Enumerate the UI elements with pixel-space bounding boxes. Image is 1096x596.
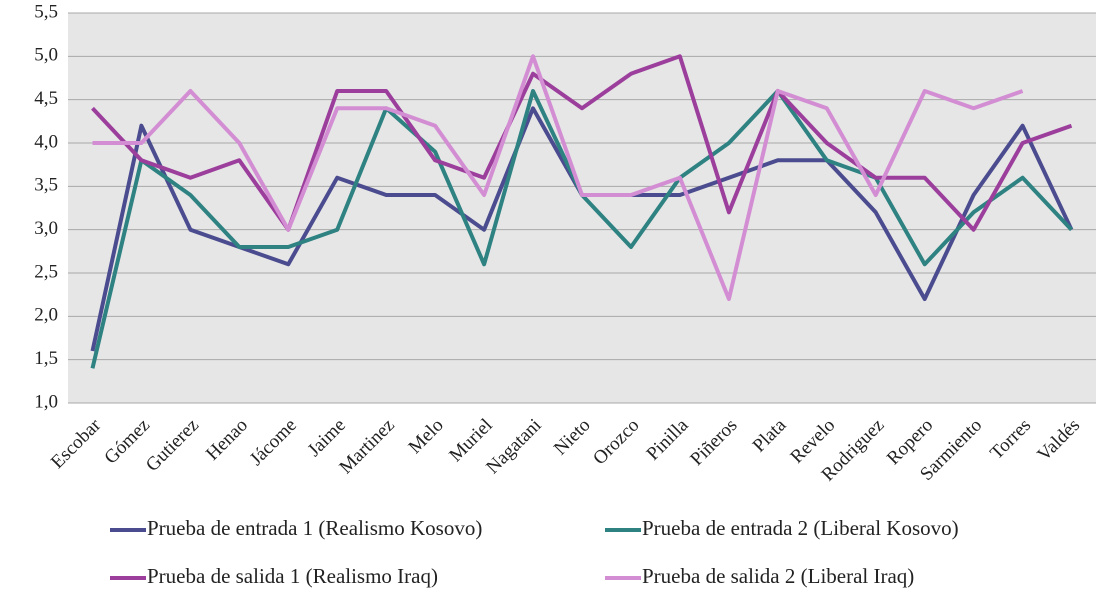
x-tick-label: Escobar	[47, 414, 106, 473]
y-tick-label: 2,0	[34, 305, 58, 326]
x-tick-label: Pinilla	[643, 414, 693, 464]
series-line	[92, 54, 1024, 301]
series-line	[91, 54, 1073, 232]
x-tick-label: Valdés	[1033, 415, 1084, 466]
y-tick-label: 1,0	[34, 391, 58, 412]
x-tick-label: Jaime	[304, 415, 350, 461]
x-tick-label: Piñeros	[686, 415, 741, 470]
legend-label: Prueba de entrada 2 (Liberal Kosovo)	[642, 516, 959, 540]
y-tick-label: 5,0	[34, 45, 58, 66]
x-tick-label: Melo	[405, 415, 448, 458]
legend-label: Prueba de salida 2 (Liberal Iraq)	[642, 564, 914, 588]
y-tick-label: 5,5	[34, 1, 58, 22]
y-tick-label: 3,0	[34, 218, 58, 239]
y-tick-label: 3,5	[34, 175, 58, 196]
x-tick-label: Nagatani	[482, 415, 545, 478]
y-tick-label: 2,5	[34, 261, 58, 282]
x-tick-label: Henao	[202, 415, 252, 465]
x-tick-label: Jácome	[246, 415, 301, 470]
legend-label: Prueba de entrada 1 (Realismo Kosovo)	[147, 516, 482, 540]
x-tick-label: Torres	[986, 415, 1035, 464]
x-tick-label: Nieto	[550, 415, 595, 460]
y-tick-label: 4,5	[34, 88, 58, 109]
x-tick-label: Plata	[749, 414, 791, 456]
x-tick-label: Gutierez	[142, 415, 203, 476]
plot-area	[68, 13, 1096, 403]
y-tick-label: 1,5	[34, 348, 58, 369]
y-tick-label: 4,0	[34, 131, 58, 152]
legend-label: Prueba de salida 1 (Realismo Iraq)	[147, 564, 438, 588]
x-tick-label: Martinez	[335, 415, 398, 478]
x-tick-label: Orozco	[589, 415, 643, 469]
